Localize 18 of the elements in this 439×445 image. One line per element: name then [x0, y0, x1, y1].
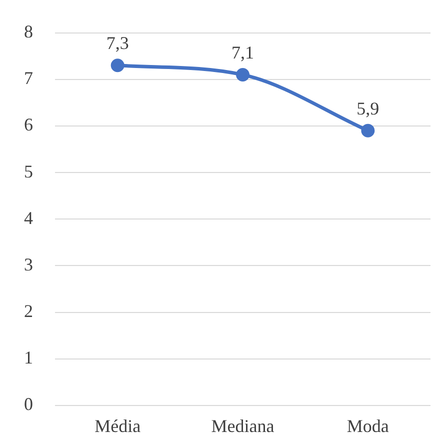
y-tick-label: 7 [24, 68, 33, 88]
point [361, 124, 375, 138]
y-tick-label: 3 [24, 254, 33, 274]
y-tick-label: 1 [24, 348, 33, 368]
x-tick-label: Moda [346, 416, 389, 436]
x-tick-label: Mediana [211, 416, 274, 436]
y-tick-label: 6 [24, 114, 33, 135]
data-label: 7,3 [106, 33, 129, 54]
y-tick-label: 5 [24, 161, 33, 182]
x-tick-label: Média [94, 416, 141, 436]
point [236, 68, 250, 82]
data-label: 5,9 [356, 98, 380, 118]
y-tick-label: 4 [24, 208, 33, 228]
data-label: 7,1 [232, 42, 254, 62]
y-tick-label: 2 [24, 300, 33, 321]
y-tick-label: 0 [24, 394, 33, 414]
point [110, 58, 124, 72]
y-tick-label: 8 [24, 22, 33, 42]
